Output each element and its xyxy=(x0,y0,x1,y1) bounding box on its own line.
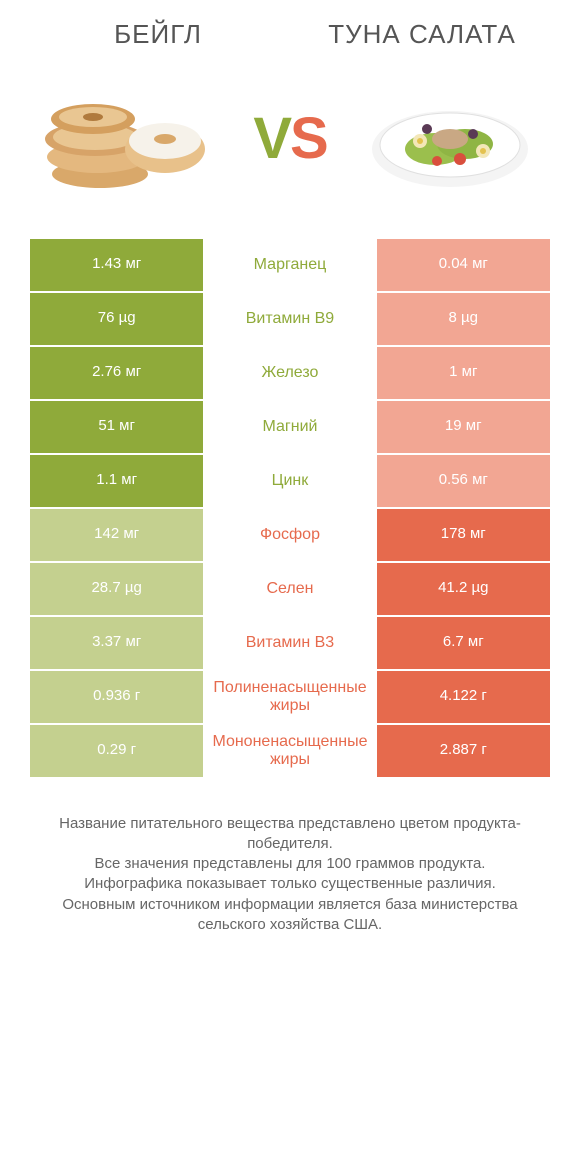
footer-line-4: Основным источником информации является … xyxy=(40,895,540,936)
nutrient-row: 0.29 гМононенасыщенные жиры2.887 г xyxy=(30,725,550,777)
comparison-table: 1.43 мгМарганец0.04 мг76 µgВитамин B98 µ… xyxy=(30,239,550,777)
vs-label: VS xyxy=(253,105,326,172)
footer-line-1: Название питательного вещества представл… xyxy=(40,814,540,855)
left-value-cell: 0.936 г xyxy=(30,671,203,723)
left-value-cell: 1.1 мг xyxy=(30,455,203,507)
right-product-image xyxy=(360,74,540,204)
left-value-cell: 76 µg xyxy=(30,293,203,345)
right-value-cell: 41.2 µg xyxy=(377,563,550,615)
footer-line-2: Все значения представлены для 100 граммо… xyxy=(40,854,540,874)
left-value-cell: 51 мг xyxy=(30,401,203,453)
right-value-cell: 1 мг xyxy=(377,347,550,399)
nutrient-row: 2.76 мгЖелезо1 мг xyxy=(30,347,550,399)
nutrient-label-cell: Цинк xyxy=(203,455,376,507)
nutrient-row: 0.936 гПолиненасыщенные жиры4.122 г xyxy=(30,671,550,723)
nutrient-row: 1.43 мгМарганец0.04 мг xyxy=(30,239,550,291)
left-value-cell: 142 мг xyxy=(30,509,203,561)
left-value-cell: 28.7 µg xyxy=(30,563,203,615)
right-value-cell: 8 µg xyxy=(377,293,550,345)
nutrient-label-cell: Железо xyxy=(203,347,376,399)
footer-line-3: Инфографика показывает только существенн… xyxy=(40,874,540,894)
left-product-title: БЕЙГЛ xyxy=(50,20,266,49)
nutrient-label-cell: Магний xyxy=(203,401,376,453)
right-value-cell: 6.7 мг xyxy=(377,617,550,669)
nutrient-row: 142 мгФосфор178 мг xyxy=(30,509,550,561)
vs-v: V xyxy=(253,105,290,172)
hero-row: VS xyxy=(30,74,550,239)
footer-notes: Название питательного вещества представл… xyxy=(30,779,550,936)
nutrient-row: 51 мгМагний19 мг xyxy=(30,401,550,453)
left-value-cell: 3.37 мг xyxy=(30,617,203,669)
nutrient-row: 28.7 µgСелен41.2 µg xyxy=(30,563,550,615)
right-product-title: ТУНА САЛАТА xyxy=(314,20,530,49)
nutrient-row: 3.37 мгВитамин B36.7 мг xyxy=(30,617,550,669)
nutrient-label-cell: Витамин B3 xyxy=(203,617,376,669)
right-value-cell: 19 мг xyxy=(377,401,550,453)
right-value-cell: 178 мг xyxy=(377,509,550,561)
right-value-cell: 4.122 г xyxy=(377,671,550,723)
left-value-cell: 1.43 мг xyxy=(30,239,203,291)
right-value-cell: 2.887 г xyxy=(377,725,550,777)
right-value-cell: 0.56 мг xyxy=(377,455,550,507)
left-value-cell: 0.29 г xyxy=(30,725,203,777)
nutrient-label-cell: Фосфор xyxy=(203,509,376,561)
left-product-image xyxy=(40,74,220,204)
left-value-cell: 2.76 мг xyxy=(30,347,203,399)
nutrient-label-cell: Марганец xyxy=(203,239,376,291)
nutrient-label-cell: Витамин B9 xyxy=(203,293,376,345)
nutrient-row: 1.1 мгЦинк0.56 мг xyxy=(30,455,550,507)
right-value-cell: 0.04 мг xyxy=(377,239,550,291)
titles-row: БЕЙГЛ ТУНА САЛАТА xyxy=(30,20,550,74)
nutrient-label-cell: Селен xyxy=(203,563,376,615)
nutrient-label-cell: Полиненасыщенные жиры xyxy=(203,671,376,723)
vs-s: S xyxy=(290,105,327,172)
nutrient-row: 76 µgВитамин B98 µg xyxy=(30,293,550,345)
nutrient-label-cell: Мононенасыщенные жиры xyxy=(203,725,376,777)
